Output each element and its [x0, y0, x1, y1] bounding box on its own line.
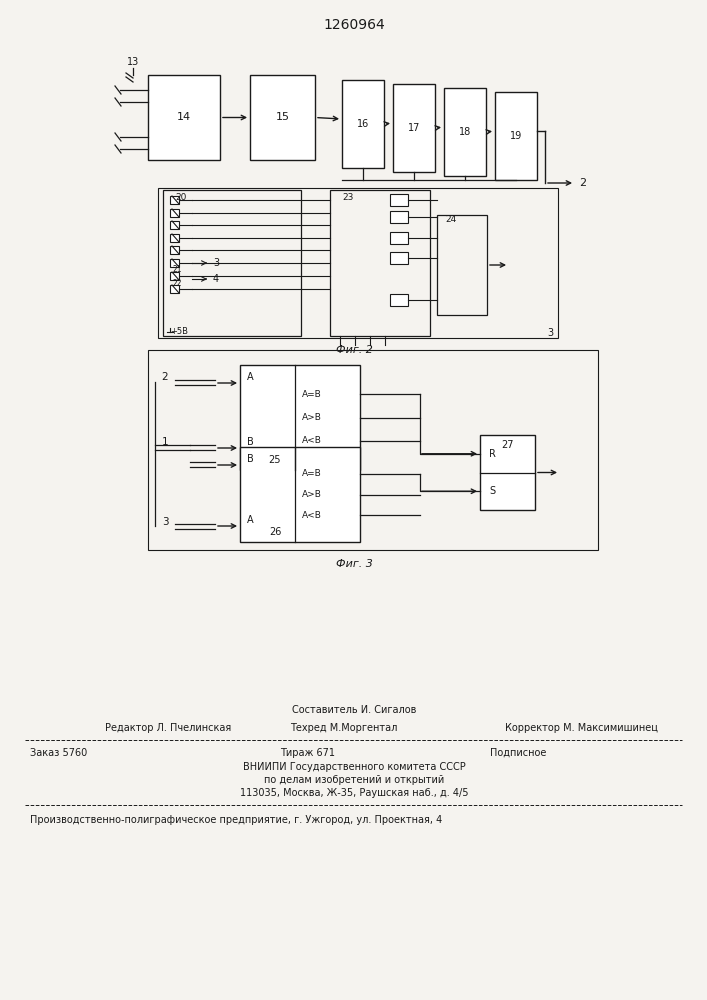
Bar: [170, 259, 179, 267]
Bar: [390, 252, 408, 264]
Text: Редактор Л. Пчелинская: Редактор Л. Пчелинская: [105, 723, 231, 733]
Text: B: B: [247, 437, 253, 447]
Text: Подписное: Подписное: [490, 748, 547, 758]
Bar: [170, 234, 179, 242]
Text: 21: 21: [173, 264, 182, 273]
Text: R: R: [489, 449, 496, 459]
Text: 22: 22: [173, 278, 182, 288]
Text: Составитель И. Сигалов: Составитель И. Сигалов: [292, 705, 416, 715]
Text: ВНИИПИ Государственного комитета СССР: ВНИИПИ Государственного комитета СССР: [243, 762, 465, 772]
Bar: [444, 88, 486, 176]
Bar: [170, 209, 179, 217]
Text: Тираж 671: Тираж 671: [280, 748, 335, 758]
Text: S: S: [489, 486, 495, 496]
Bar: [250, 75, 315, 160]
Text: 2: 2: [580, 178, 587, 188]
Bar: [342, 80, 384, 168]
Text: 15: 15: [276, 112, 289, 122]
Bar: [163, 190, 301, 336]
Text: 3: 3: [547, 328, 553, 338]
Text: 113035, Москва, Ж-35, Раушская наб., д. 4/5: 113035, Москва, Ж-35, Раушская наб., д. …: [240, 788, 468, 798]
Text: 18: 18: [459, 127, 471, 137]
Bar: [170, 285, 179, 293]
Bar: [148, 350, 598, 550]
Text: Фиг. 3: Фиг. 3: [336, 559, 373, 569]
Bar: [170, 246, 179, 254]
Text: 23: 23: [342, 192, 354, 202]
Text: 2: 2: [162, 372, 168, 382]
Text: A=B: A=B: [302, 469, 322, 478]
Text: 3: 3: [213, 258, 219, 268]
Text: 3: 3: [162, 517, 168, 527]
Text: 20: 20: [175, 192, 187, 202]
Bar: [390, 294, 408, 306]
Text: A=B: A=B: [302, 390, 322, 399]
Bar: [240, 365, 360, 470]
Text: 1: 1: [162, 437, 168, 447]
Text: 13: 13: [127, 57, 139, 67]
Text: +5B: +5B: [170, 328, 188, 336]
Bar: [480, 435, 535, 510]
Bar: [390, 232, 408, 244]
Bar: [393, 84, 435, 172]
Text: B: B: [247, 454, 253, 464]
Bar: [158, 188, 558, 338]
Text: 24: 24: [445, 216, 456, 225]
Text: Фиг. 2: Фиг. 2: [336, 345, 373, 355]
Text: Заказ 5760: Заказ 5760: [30, 748, 87, 758]
Text: 17: 17: [408, 123, 420, 133]
Text: A: A: [247, 372, 253, 382]
Bar: [330, 190, 430, 336]
Bar: [437, 215, 487, 315]
Text: 16: 16: [357, 119, 369, 129]
Bar: [390, 194, 408, 206]
Text: A>B: A>B: [302, 413, 322, 422]
Bar: [240, 447, 360, 542]
Text: по делам изобретений и открытий: по делам изобретений и открытий: [264, 775, 444, 785]
Bar: [148, 75, 220, 160]
Text: 4: 4: [213, 274, 219, 284]
Text: 19: 19: [510, 131, 522, 141]
Bar: [390, 211, 408, 223]
Bar: [170, 221, 179, 229]
Text: Техред М.Моргентал: Техред М.Моргентал: [290, 723, 397, 733]
Text: 14: 14: [177, 112, 191, 122]
Bar: [495, 92, 537, 180]
Text: A: A: [247, 515, 253, 525]
Bar: [170, 272, 179, 280]
Text: 1260964: 1260964: [323, 18, 385, 32]
Bar: [170, 196, 179, 204]
Text: A<B: A<B: [302, 436, 322, 445]
Text: 26: 26: [269, 527, 281, 537]
Text: 27: 27: [501, 440, 514, 450]
Text: 25: 25: [269, 455, 281, 465]
Text: Производственно-полиграфическое предприятие, г. Ужгород, ул. Проектная, 4: Производственно-полиграфическое предприя…: [30, 815, 443, 825]
Text: A<B: A<B: [302, 511, 322, 520]
Text: Корректор М. Максимишинец: Корректор М. Максимишинец: [505, 723, 658, 733]
Text: A>B: A>B: [302, 490, 322, 499]
